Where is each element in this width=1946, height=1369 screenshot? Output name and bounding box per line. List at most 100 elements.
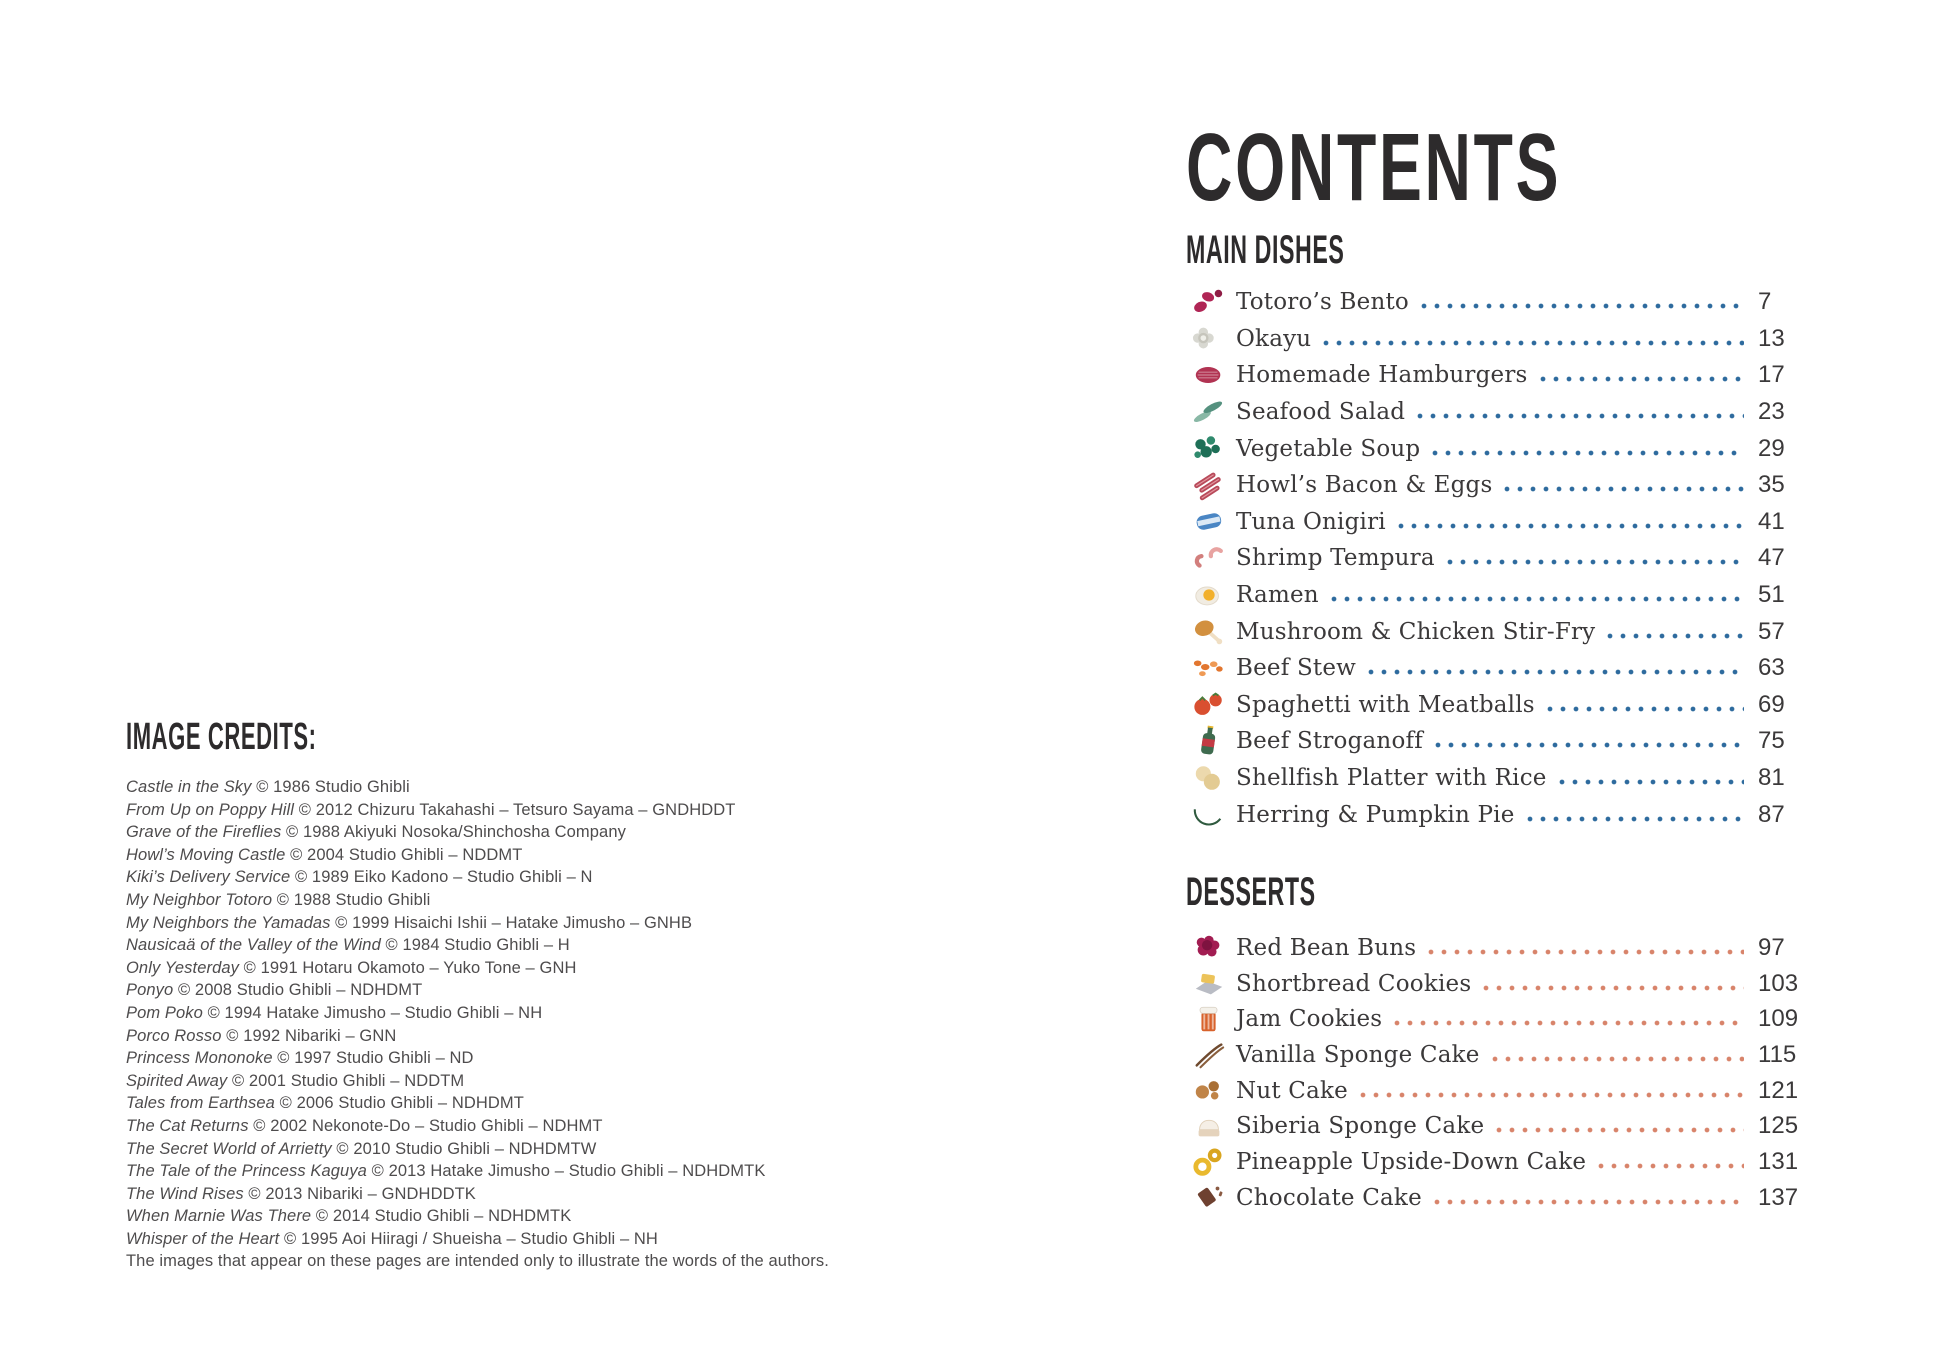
image-credits-block: Castle in the Sky © 1986 Studio Ghibli Fr…	[126, 776, 926, 1273]
rice-fluff-icon	[1190, 322, 1228, 356]
toc-item-label: Mushroom & Chicken Stir-Fry	[1236, 618, 1596, 645]
toc-item-page: 29	[1758, 434, 1785, 462]
credit-line: Tales from Earthsea © 2006 Studio Ghibli…	[126, 1094, 524, 1113]
credit-line: Howl’s Moving Castle © 2004 Studio Ghibl…	[126, 845, 523, 864]
dotted-leader	[1607, 632, 1744, 639]
credit-line: The Tale of the Princess Kaguya © 2013 H…	[126, 1162, 766, 1181]
toc-item-label: Spaghetti with Meatballs	[1236, 691, 1535, 718]
dotted-leader	[1323, 339, 1744, 346]
toc-item-page: 121	[1758, 1076, 1799, 1104]
tomato-icon	[1190, 688, 1228, 722]
credit-line: My Neighbor Totoro © 1988 Studio Ghibli	[126, 890, 431, 909]
toc-item-page: 75	[1758, 727, 1785, 755]
egg-icon	[1190, 578, 1228, 612]
vegetable-cluster-icon	[1190, 432, 1228, 466]
credit-line: The Secret World of Arrietty © 2010 Stud…	[126, 1139, 597, 1158]
toc-item: Shellfish Platter with Rice 81	[1190, 760, 1816, 797]
toc-item-label: Totoro’s Bento	[1236, 289, 1409, 316]
toc-item-page: 115	[1758, 1040, 1797, 1068]
dotted-leader	[1491, 1055, 1744, 1062]
dotted-leader	[1359, 1091, 1744, 1098]
shrimp-icon	[1190, 541, 1228, 575]
toc-item-page: 51	[1758, 581, 1785, 609]
dotted-leader	[1368, 669, 1744, 676]
toc-item: Spaghetti with Meatballs 69	[1190, 687, 1816, 724]
toc-item: Herring & Pumpkin Pie 87	[1190, 796, 1816, 833]
toc-item-label: Homemade Hamburgers	[1236, 362, 1528, 389]
toc-item: Shortbread Cookies 103	[1190, 966, 1816, 1002]
credit-line: The Wind Rises © 2013 Nibariki – GNDHDDT…	[126, 1184, 476, 1203]
image-credits-list: Castle in the Sky © 1986 Studio Ghibli Fr…	[126, 776, 926, 1250]
toc-item: Beef Stroganoff 75	[1190, 723, 1816, 760]
dotted-leader	[1428, 948, 1744, 955]
shells-icon	[1190, 761, 1228, 795]
toc-item-page: 41	[1758, 507, 1785, 535]
toc-item-label: Herring & Pumpkin Pie	[1236, 801, 1515, 828]
toc-item-page: 47	[1758, 544, 1785, 572]
toc-item-page: 137	[1758, 1183, 1799, 1211]
toc-item-label: Okayu	[1236, 325, 1312, 352]
pineapple-rings-icon	[1190, 1145, 1228, 1179]
toc-item-page: 131	[1758, 1147, 1799, 1175]
toc-item-label: Shellfish Platter with Rice	[1236, 765, 1547, 792]
dotted-leader	[1526, 815, 1744, 822]
toc-item: Nut Cake 121	[1190, 1073, 1816, 1109]
dotted-leader	[1496, 1127, 1744, 1134]
cream-cake-icon	[1190, 1109, 1228, 1143]
credit-line: Spirited Away © 2001 Studio Ghibli – NDD…	[126, 1071, 465, 1090]
dotted-leader	[1546, 705, 1744, 712]
dotted-leader	[1397, 522, 1744, 529]
toc-item: Seafood Salad 23	[1190, 394, 1816, 431]
toc-item-page: 35	[1758, 471, 1785, 499]
toc-item: Pineapple Upside-Down Cake 131	[1190, 1144, 1816, 1180]
herb-sprigs-icon	[1190, 395, 1228, 429]
dotted-leader	[1598, 1162, 1744, 1169]
toc-item-label: Ramen	[1236, 582, 1319, 609]
dotted-leader	[1434, 742, 1744, 749]
toc-item-page: 17	[1758, 361, 1785, 389]
credits-note: The images that appear on these pages ar…	[126, 1252, 829, 1271]
beans-icon	[1190, 285, 1228, 319]
credit-line: Grave of the Fireflies © 1988 Akiyuki No…	[126, 823, 626, 842]
patty-icon	[1190, 358, 1228, 392]
dotted-leader	[1433, 1198, 1744, 1205]
toc-item-page: 69	[1758, 690, 1785, 718]
chocolate-icon	[1190, 1181, 1228, 1215]
toc-item: Red Bean Buns 97	[1190, 930, 1816, 966]
toc-item-label: Nut Cake	[1236, 1077, 1348, 1104]
credit-line: Porco Rosso © 1992 Nibariki – GNN	[126, 1026, 397, 1045]
toc-item-label: Beef Stew	[1236, 655, 1357, 682]
dotted-leader	[1539, 376, 1744, 383]
contents-title: CONTENTS	[1186, 114, 1562, 221]
dotted-leader	[1330, 596, 1744, 603]
toc-item-page: 57	[1758, 617, 1785, 645]
credit-line: The Cat Returns © 2002 Nekonote-Do – Stu…	[126, 1116, 603, 1135]
sauce-bottle-icon	[1190, 724, 1228, 758]
credit-line: Whisper of the Heart © 1995 Aoi Hiiragi …	[126, 1229, 658, 1248]
toc-item-page: 103	[1758, 969, 1799, 997]
credit-line: Only Yesterday © 1991 Hotaru Okamoto – Y…	[126, 958, 577, 977]
credit-line: Kiki’s Delivery Service © 1989 Eiko Kado…	[126, 868, 593, 887]
drumstick-icon	[1190, 615, 1228, 649]
image-credits-heading: IMAGE CREDITS:	[126, 716, 317, 758]
credit-line: Princess Mononoke © 1997 Studio Ghibli –…	[126, 1049, 474, 1068]
toc-item: Mushroom & Chicken Stir-Fry 57	[1190, 613, 1816, 650]
toc-item-label: Vanilla Sponge Cake	[1236, 1041, 1480, 1068]
credit-line: Nausicaä of the Valley of the Wind © 198…	[126, 936, 570, 955]
toc-item-label: Jam Cookies	[1236, 1006, 1383, 1033]
dotted-leader	[1504, 486, 1744, 493]
toc-item: Jam Cookies 109	[1190, 1001, 1816, 1037]
dotted-leader	[1394, 1020, 1744, 1027]
toc-item-label: Shrimp Tempura	[1236, 545, 1435, 572]
toc-section-main-dishes: Totoro’s Bento 7 Okayu 13 Homemade Hamburger…	[1190, 284, 1816, 833]
carrot-chunks-icon	[1190, 651, 1228, 685]
toc-item: Homemade Hamburgers 17	[1190, 357, 1816, 394]
toc-item-label: Chocolate Cake	[1236, 1184, 1422, 1211]
dotted-leader	[1417, 413, 1744, 420]
bean-paste-icon	[1190, 931, 1228, 965]
dotted-leader	[1420, 303, 1744, 310]
toc-item-label: Howl’s Bacon & Eggs	[1236, 472, 1493, 499]
vanilla-pods-icon	[1190, 1038, 1228, 1072]
toc-item-page: 109	[1758, 1005, 1799, 1033]
